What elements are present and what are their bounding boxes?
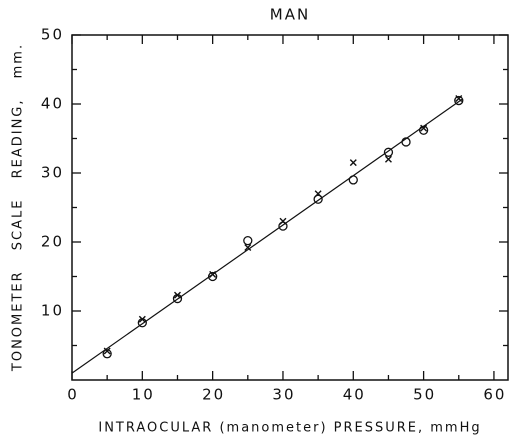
x-tick-label: 40 [343, 386, 366, 404]
y-tick-label: 20 [41, 233, 64, 251]
point-circle [383, 147, 394, 157]
plot-frame [71, 34, 509, 381]
point-cross [314, 190, 322, 198]
point-cross [384, 155, 392, 163]
x-tick-label: 20 [202, 386, 225, 404]
point-cross [138, 315, 146, 323]
y-tick-label: 50 [41, 26, 64, 44]
x-tick-label: 50 [413, 386, 436, 404]
point-circle [454, 95, 464, 106]
point-cross [244, 244, 252, 252]
fit-line [71, 98, 463, 374]
chart-title: MAN [270, 6, 310, 24]
y-tick-label: 30 [41, 164, 64, 182]
x-tick-label: 60 [483, 386, 506, 404]
y-tick-label: 10 [41, 302, 64, 320]
x-axis-label: INTRAOCULAR (manometer) PRESSURE, mmHg [98, 421, 481, 436]
y-axis-label: TONOMETER SCALE READING, mm. [11, 43, 26, 372]
point-cross [420, 124, 428, 132]
x-tick-label: 30 [272, 386, 295, 404]
point-cross [103, 347, 111, 355]
point-circle [313, 194, 323, 204]
point-cross [349, 159, 357, 167]
x-tick-label: 0 [67, 386, 79, 404]
x-tick-label: 10 [132, 386, 155, 404]
point-circle [243, 235, 253, 246]
y-tick-label: 40 [41, 95, 64, 113]
point-circle [102, 349, 112, 359]
